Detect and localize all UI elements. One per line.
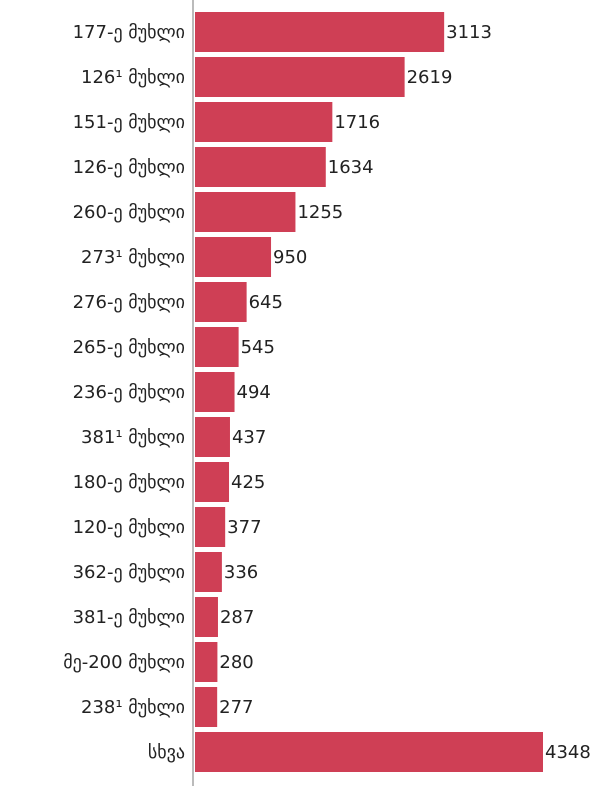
value-label: 336: [224, 562, 258, 583]
category-label: 362-ე მუხლი: [73, 562, 185, 583]
bar: [195, 237, 272, 277]
bar: [195, 507, 226, 547]
category-label: 236-ე მუხლი: [73, 382, 185, 403]
value-label: 280: [219, 652, 253, 673]
bar: [195, 687, 218, 727]
value-label: 645: [249, 292, 283, 313]
category-label: 180-ე მუხლი: [73, 472, 185, 493]
bar: [195, 327, 239, 367]
bar: [195, 462, 230, 502]
value-label: 287: [220, 607, 254, 628]
value-label: 1255: [297, 202, 343, 223]
value-label: 545: [241, 337, 275, 358]
category-label: 126¹ მუხლი: [81, 67, 185, 88]
bar: [195, 102, 333, 142]
category-label: 177-ე მუხლი: [73, 22, 185, 43]
category-label: 238¹ მუხლი: [81, 697, 185, 718]
value-label: 425: [231, 472, 265, 493]
category-label: 381¹ მუხლი: [81, 427, 185, 448]
category-label: 126-ე მუხლი: [73, 157, 185, 178]
value-label: 377: [227, 517, 261, 538]
bar: [195, 642, 218, 682]
value-label: 950: [273, 247, 307, 268]
bar: [195, 552, 222, 592]
category-label: 120-ე მუხლი: [73, 517, 185, 538]
value-label: 494: [237, 382, 271, 403]
category-label: სხვა: [148, 742, 185, 763]
value-label: 4348: [545, 742, 591, 763]
value-label: 437: [232, 427, 266, 448]
category-label: მე-200 მუხლი: [63, 652, 185, 673]
bar: [195, 147, 326, 187]
category-label: 265-ე მუხლი: [73, 337, 185, 358]
bar: [195, 282, 247, 322]
category-label: 151-ე მუხლი: [73, 112, 185, 133]
value-label: 2619: [407, 67, 453, 88]
value-label: 277: [219, 697, 253, 718]
value-label: 3113: [446, 22, 492, 43]
value-label: 1634: [328, 157, 374, 178]
bar: [195, 57, 405, 97]
category-label: 381-ე მუხლი: [73, 607, 185, 628]
bar: [195, 12, 445, 52]
value-label: 1716: [334, 112, 380, 133]
bar: [195, 597, 218, 637]
bar: [195, 192, 296, 232]
bar: [195, 732, 543, 772]
bar: [195, 417, 230, 457]
category-label: 273¹ მუხლი: [81, 247, 185, 268]
category-label: 260-ე მუხლი: [73, 202, 185, 223]
bar: [195, 372, 235, 412]
category-label: 276-ე მუხლი: [73, 292, 185, 313]
